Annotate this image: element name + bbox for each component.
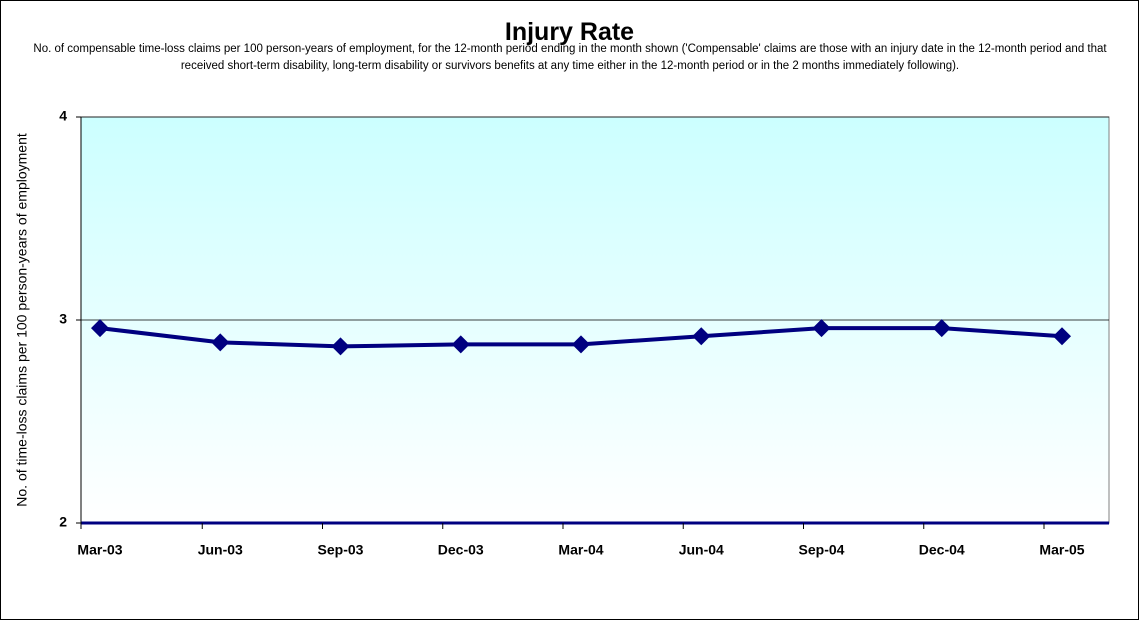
marker	[812, 319, 831, 338]
x-tick-label: Dec-03	[438, 542, 484, 558]
x-tick-label: Dec-04	[919, 542, 965, 558]
x-tick-label: Jun-04	[679, 542, 724, 558]
marker	[932, 319, 951, 338]
x-tick-label: Mar-04	[558, 542, 603, 558]
marker	[451, 335, 470, 354]
x-tick-label: Mar-05	[1039, 542, 1084, 558]
chart-title: Injury Rate	[504, 18, 635, 46]
marker	[211, 333, 230, 352]
x-tick-label: Mar-03	[77, 542, 122, 558]
marker	[331, 337, 350, 356]
chart-subtitle: No. of compensable time-loss claims per …	[33, 43, 1107, 72]
y-tick-label: 2	[59, 514, 67, 530]
y-tick-label: 4	[59, 108, 67, 124]
y-tick-label: 3	[59, 311, 67, 327]
x-tick-label: Sep-04	[799, 542, 845, 558]
marker	[1053, 327, 1071, 346]
marker	[572, 335, 590, 354]
x-tick-label: Jun-03	[198, 542, 243, 558]
marker	[91, 319, 109, 338]
x-tick-label: Sep-03	[318, 542, 364, 558]
marker	[692, 327, 711, 346]
y-axis-label: No. of time-loss claims per 100 person-y…	[14, 133, 30, 507]
